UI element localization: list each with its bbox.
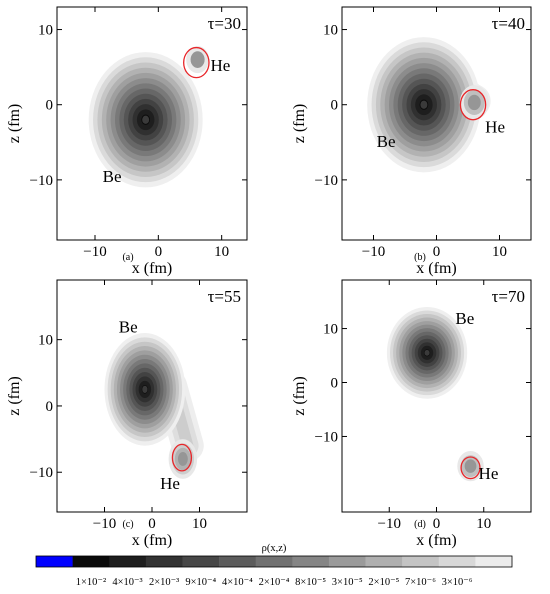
- colorbar-swatch: [36, 556, 73, 567]
- he-marker-circle: [171, 443, 193, 472]
- he-contour: [177, 452, 188, 466]
- y-tick-label: 0: [331, 376, 339, 392]
- colorbar-tick-label: 1×10⁻²: [76, 577, 106, 588]
- colorbar-tick-label: 2×10⁻³: [149, 577, 179, 588]
- y-tick-label: 10: [38, 23, 53, 39]
- y-tick-label: −10: [315, 429, 338, 445]
- be-core: [424, 349, 430, 356]
- x-axis-label: x (fm): [416, 260, 456, 277]
- colorbar-tick-label: 8×10⁻⁵: [295, 577, 326, 588]
- y-tick-label: −10: [30, 465, 53, 481]
- nucleus-label: He: [485, 118, 505, 137]
- he-marker-circle: [460, 456, 481, 480]
- be-core: [420, 100, 428, 109]
- y-tick-label: 0: [46, 98, 54, 114]
- x-tick-label: 10: [214, 244, 229, 260]
- time-annotation: τ=30: [208, 14, 241, 33]
- he-contour: [467, 94, 481, 111]
- x-tick-label: 0: [148, 516, 156, 532]
- colorbar-swatch: [182, 556, 220, 567]
- colorbar-tick-label: 3×10⁻⁵: [332, 577, 363, 588]
- y-axis-label: z (fm): [6, 104, 23, 144]
- panel-caption: (b): [414, 252, 426, 263]
- colorbar-swatch: [72, 556, 110, 567]
- colorbar: ρ(x,z) 1×10⁻² 4×10⁻³ 2×10⁻³ 9×10⁻⁴ 4×10⁻⁴ 2×10…: [35, 543, 513, 588]
- colorbar-swatch: [255, 556, 293, 567]
- density-contours: [104, 333, 204, 479]
- y-tick-label: −10: [30, 173, 53, 189]
- plot-frame: [56, 6, 248, 241]
- panel-caption: (c): [122, 519, 133, 530]
- y-axis-label: z (fm): [291, 104, 308, 144]
- colorbar-swatch: [365, 556, 403, 567]
- x-tick-label: −10: [378, 516, 401, 532]
- y-tick-label: 10: [323, 23, 338, 39]
- colorbar-tick-label: 4×10⁻⁴: [222, 577, 253, 588]
- nucleus-label: He: [479, 464, 499, 483]
- y-axis-label: z (fm): [6, 376, 23, 416]
- panel-3: −10 0 10 −10 0 10 x (fm) z (fm) τ=55 Be He (c): [6, 279, 248, 549]
- colorbar-tick-label: 4×10⁻³: [112, 577, 142, 588]
- colorbar-swatch: [402, 556, 440, 567]
- colorbar-tick-label: 9×10⁻⁴: [185, 577, 216, 588]
- panel-2: −10 0 10 −10 0 10 x (fm) z (fm) τ=40 Be He (b): [291, 6, 532, 277]
- x-axis-label: x (fm): [416, 532, 456, 549]
- y-tick-label: −10: [315, 173, 338, 189]
- x-axis-label: x (fm): [132, 260, 172, 277]
- colorbar-swatch: [475, 556, 513, 567]
- x-tick-label: 10: [476, 516, 491, 532]
- density-contours: [367, 37, 491, 173]
- x-tick-label: 10: [192, 516, 207, 532]
- panel-caption: (a): [122, 252, 133, 263]
- y-axis-label: z (fm): [291, 376, 308, 416]
- x-axis-label: x (fm): [132, 532, 172, 549]
- x-tick-label: −10: [362, 244, 385, 260]
- y-tick-label: 10: [38, 333, 53, 349]
- panel-4: −10 0 10 −10 0 10 x (fm) z (fm) τ=70 Be He (d): [291, 279, 532, 549]
- be-core: [142, 115, 150, 124]
- panel-caption: (d): [414, 519, 426, 530]
- y-tick-label: 10: [323, 322, 338, 338]
- nucleus-label: Be: [455, 309, 474, 328]
- colorbar-swatch: [219, 556, 256, 567]
- x-tick-label: 0: [433, 516, 441, 532]
- nucleus-label: He: [160, 474, 180, 493]
- y-tick-label: 0: [46, 399, 54, 415]
- density-contours: [88, 46, 210, 188]
- he-contour: [464, 459, 477, 473]
- colorbar-swatch: [109, 556, 147, 567]
- colorbar-tick-label: 2×10⁻⁴: [259, 577, 290, 588]
- colorbar-frame: [35, 555, 513, 568]
- he-contour: [190, 51, 205, 68]
- x-tick-label: 10: [492, 244, 507, 260]
- x-tick-label: −10: [93, 516, 116, 532]
- x-tick-label: 0: [433, 244, 441, 260]
- density-contours: [386, 306, 484, 482]
- colorbar-swatch: [292, 556, 330, 567]
- y-tick-label: 0: [331, 98, 339, 114]
- x-tick-label: −10: [83, 244, 106, 260]
- nucleus-label: Be: [119, 317, 138, 336]
- he-marker-circle: [183, 46, 210, 79]
- panel-1: −10 0 10 −10 0 10 x (fm) z (fm) τ=30 Be He (a): [6, 6, 248, 277]
- colorbar-swatch: [438, 556, 476, 567]
- colorbar-tick-label: 7×10⁻⁶: [405, 577, 436, 588]
- be-core: [142, 385, 148, 394]
- colorbar-swatch: [328, 556, 366, 567]
- colorbar-swatch: [145, 556, 183, 567]
- colorbar-title: ρ(x,z): [262, 543, 287, 554]
- nucleus-label: Be: [377, 132, 396, 151]
- colorbar-tick-label: 3×10⁻⁶: [442, 577, 473, 588]
- he-marker-circle: [459, 89, 487, 121]
- time-annotation: τ=55: [208, 287, 241, 306]
- nucleus-label: Be: [103, 167, 122, 186]
- time-annotation: τ=40: [492, 14, 525, 33]
- nucleus-label: He: [210, 56, 230, 75]
- time-annotation: τ=70: [492, 287, 525, 306]
- x-tick-label: 0: [155, 244, 163, 260]
- colorbar-tick-label: 2×10⁻⁵: [368, 577, 399, 588]
